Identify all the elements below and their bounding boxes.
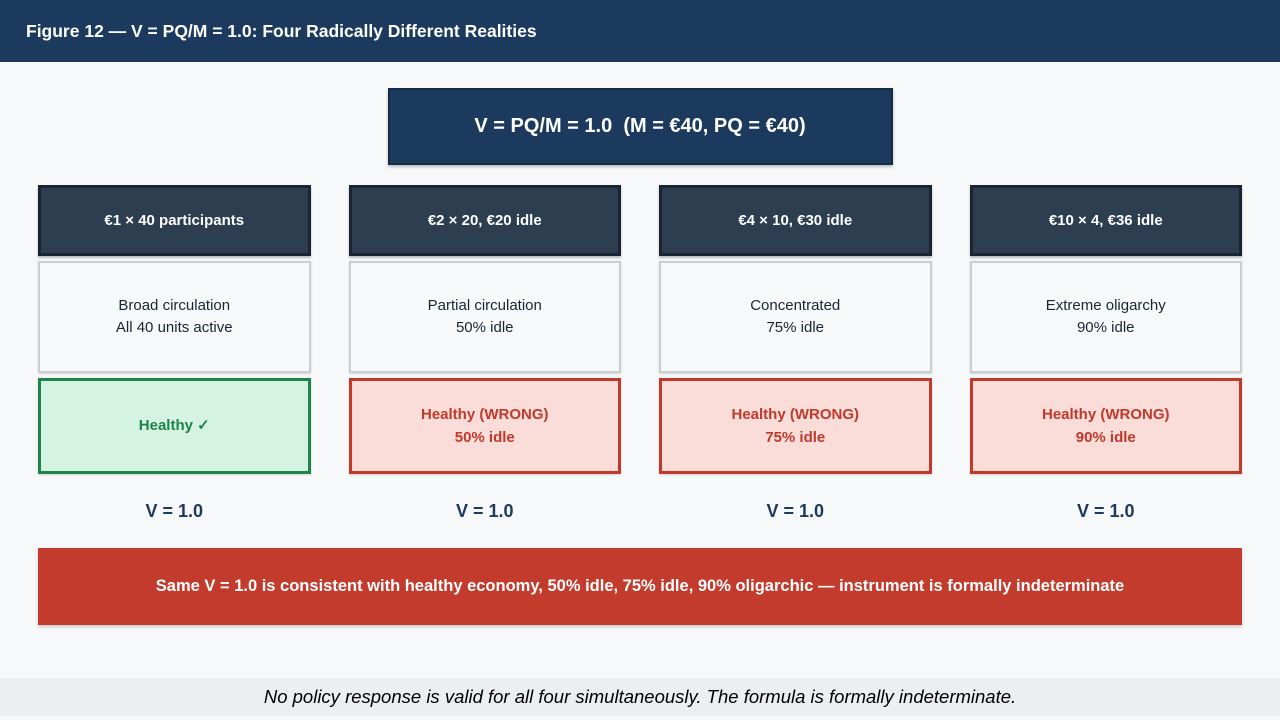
- velocity-label: V = 1.0: [766, 501, 825, 521]
- status-box: Healthy (WRONG) 90% idle: [969, 378, 1242, 474]
- scenario-header-box: €10 × 4, €36 idle: [969, 185, 1242, 256]
- scenario-column-1: €1 × 40 participants Broad circulation A…: [38, 185, 311, 522]
- description-line-1: Partial circulation: [427, 296, 542, 314]
- conclusion-bar: Same V = 1.0 is consistent with healthy …: [38, 548, 1242, 625]
- conclusion-text: Same V = 1.0 is consistent with healthy …: [155, 577, 1125, 595]
- status-line-1: Healthy ✓: [138, 417, 210, 435]
- scenario-header-box: €4 × 10, €30 idle: [659, 185, 932, 256]
- scenario-column-2: €2 × 20, €20 idle Partial circulation 50…: [348, 185, 621, 522]
- scenario-header-box: €1 × 40 participants: [38, 185, 311, 256]
- description-line-1: Extreme oligarchy: [1045, 296, 1166, 314]
- status-line-2: 90% idle: [1075, 429, 1136, 446]
- footer-note-band: No policy response is valid for all four…: [0, 678, 1280, 716]
- formula-text: V = PQ/M = 1.0 (M = €40, PQ = €40): [474, 115, 806, 137]
- description-line-1: Concentrated: [750, 296, 841, 314]
- status-line-2: 50% idle: [454, 429, 515, 446]
- description-line-2: All 40 units active: [115, 319, 233, 336]
- scenario-description-box: Broad circulation All 40 units active: [38, 261, 311, 373]
- description-line-1: Broad circulation: [118, 296, 231, 314]
- status-box: Healthy ✓: [38, 378, 311, 474]
- description-line-2: 50% idle: [455, 319, 514, 336]
- scenario-column-3: €4 × 10, €30 idle Concentrated 75% idle …: [659, 185, 932, 522]
- description-line-2: 75% idle: [766, 319, 825, 336]
- footer-note: No policy response is valid for all four…: [263, 686, 1017, 707]
- formula-box: V = PQ/M = 1.0 (M = €40, PQ = €40): [387, 88, 893, 165]
- velocity-label: V = 1.0: [1076, 501, 1135, 521]
- status-line-2: 75% idle: [765, 429, 826, 446]
- status-box: Healthy (WRONG) 50% idle: [348, 378, 621, 474]
- scenario-columns: €1 × 40 participants Broad circulation A…: [38, 185, 1242, 522]
- scenario-header-box: €2 × 20, €20 idle: [348, 185, 621, 256]
- scenario-column-4: €10 × 4, €36 idle Extreme oligarchy 90% …: [969, 185, 1242, 522]
- description-line-2: 90% idle: [1076, 319, 1135, 336]
- velocity-label: V = 1.0: [145, 501, 204, 521]
- scenario-description-box: Concentrated 75% idle: [659, 261, 932, 373]
- status-box: Healthy (WRONG) 75% idle: [659, 378, 932, 474]
- status-line-1: Healthy (WRONG): [731, 405, 860, 423]
- status-line-1: Healthy (WRONG): [421, 405, 549, 423]
- figure-title-bar: Figure 12 — V = PQ/M = 1.0: Four Radical…: [0, 0, 1280, 62]
- scenario-description-box: Extreme oligarchy 90% idle: [969, 261, 1242, 373]
- figure-title: Figure 12 — V = PQ/M = 1.0: Four Radical…: [26, 20, 537, 41]
- velocity-label: V = 1.0: [455, 501, 514, 521]
- scenario-description-box: Partial circulation 50% idle: [348, 261, 621, 373]
- status-line-1: Healthy (WRONG): [1042, 405, 1170, 423]
